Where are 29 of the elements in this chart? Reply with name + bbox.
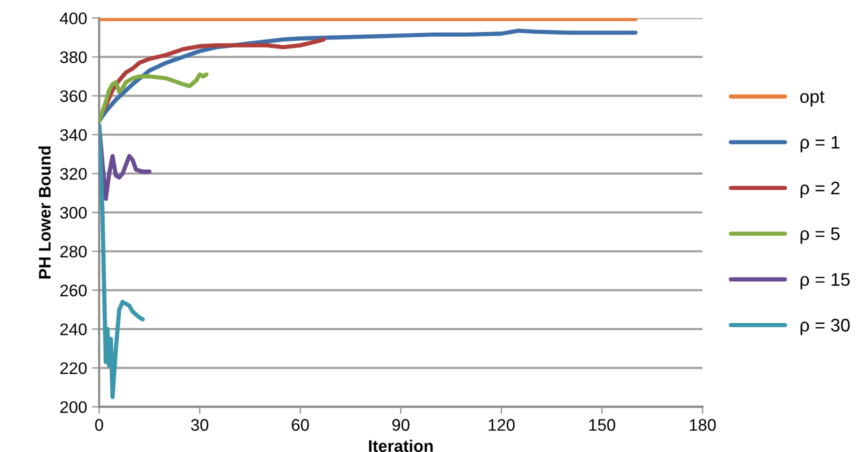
- y-tick-label: 280: [60, 246, 87, 258]
- x-tick-label: 180: [690, 419, 716, 431]
- y-tick-label: 400: [60, 12, 87, 24]
- legend-label: ρ = 30: [800, 318, 850, 336]
- y-tick-label: 220: [60, 362, 87, 374]
- y-tick-label: 260: [60, 284, 87, 296]
- legend-label: ρ = 1: [800, 136, 840, 152]
- y-tick-label: 240: [60, 323, 87, 336]
- legend-label: opt: [800, 91, 824, 107]
- legend-label: ρ = 15: [800, 273, 850, 290]
- x-tick-label: 150: [589, 419, 616, 431]
- x-tick-label: 120: [488, 419, 515, 431]
- x-tick-label: 60: [292, 419, 309, 431]
- line-series: [99, 28, 638, 124]
- x-tick-label: 90: [392, 419, 410, 431]
- legend-label: ρ = 5: [800, 228, 840, 244]
- y-tick-label: 340: [60, 129, 87, 141]
- y-tick-label: 200: [60, 401, 87, 414]
- line-series: [99, 72, 208, 124]
- x-axis-title: Iteration: [369, 440, 433, 452]
- y-tick-label: 360: [60, 90, 87, 102]
- y-tick-label: 380: [60, 51, 87, 64]
- y-axis-title: PH Lower Bound: [38, 146, 51, 278]
- y-tick-label: 320: [60, 168, 87, 180]
- y-tick-label: 300: [60, 206, 87, 219]
- line-series: [99, 122, 145, 400]
- legend-label: ρ = 2: [800, 182, 840, 198]
- x-tick-label: 30: [191, 419, 208, 431]
- x-tick-label: 0: [95, 419, 104, 431]
